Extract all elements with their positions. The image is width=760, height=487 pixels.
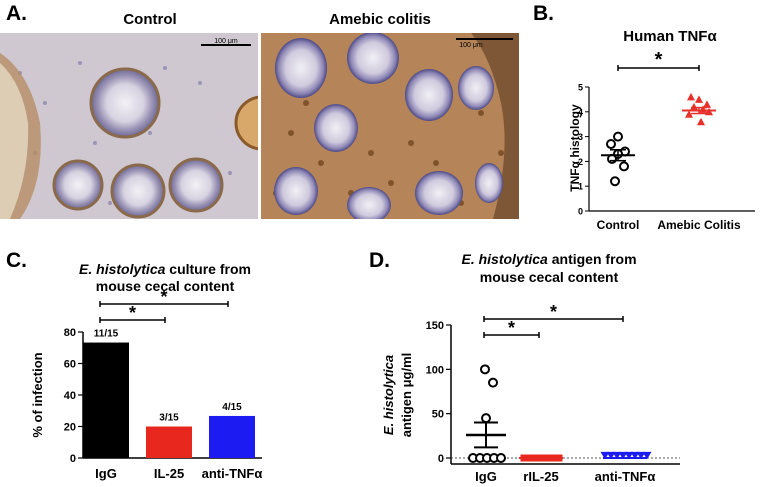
chart-b-ytick-label: 1 [578,182,583,192]
colitis-scalebar-label: 100 μm [459,42,483,49]
chart-d-ylabel-line2: antigen μg/ml [399,353,414,438]
chart-d-significance-star: * [550,302,557,322]
chart-d-xtick-label: anti-TNFα [595,469,656,484]
chart-b-xtick-label: Amebic Colitis [657,218,741,232]
chart-d-ytick-label: 150 [426,320,444,332]
chart-d-point [488,377,498,388]
chart-b-point [703,100,711,108]
chart-c-significance-star: * [160,287,167,307]
chart-b-point [606,139,616,150]
chart-d-point [606,451,616,460]
chart-d-point [630,451,640,460]
chart-c-bar-label: 4/15 [222,402,242,413]
chart-d-xtick-label: IgG [475,469,497,484]
panel-b-letter: B. [533,2,554,25]
chart-c-xtick-label: IL-25 [154,466,184,481]
chart-d-point [624,451,634,460]
chart-d-title-rest: antigen from [548,251,637,267]
chart-d-title-italic: E. histolytica [461,251,548,267]
chart-b-point [697,117,705,126]
chart-d-ytick-label: 50 [432,409,444,421]
chart-d-title-line1: E. histolytica antigen from [461,251,636,267]
chart-b-point [613,131,623,142]
control-histology-image: 100 μm [0,33,258,219]
chart-c-xtick-label: IgG [95,466,117,481]
chart-d-point [636,451,646,460]
control-image-title: Control [123,11,177,28]
chart-d-ytick-label: 100 [426,364,444,376]
chart-d-point [612,451,622,460]
chart-b-point [687,92,695,101]
chart-c-title-line2: mouse cecal content [96,278,235,294]
chart-c-ylabel: % of infection [30,352,45,437]
chart-c-bar [209,415,255,458]
chart-d-ylabel-line1: E. histolytica [381,355,396,435]
chart-c-bar [83,342,129,458]
chart-c-ytick-label: 80 [64,327,76,339]
chart-b-point [619,161,629,172]
chart-b-ytick-label: 3 [578,132,583,142]
chart-d-significance-star: * [508,318,515,338]
colitis-image-title: Amebic colitis [329,11,431,28]
chart-d-xtick-label: rIL-25 [523,469,558,484]
panel-c-letter: C. [6,249,27,272]
chart-c-title-italic: E. histolytica [79,261,166,277]
chart-d-point [480,364,490,375]
chart-b-point [610,176,620,187]
chart-c-title-rest: culture from [165,261,251,277]
chart-b-point [685,110,693,118]
chart-c-bar-label: 3/15 [159,413,179,424]
panel-d-letter: D. [369,249,390,272]
chart-b-xtick-label: Control [597,218,640,232]
chart-c-significance-star: * [129,303,136,323]
control-scalebar-label: 100 μm [214,38,238,45]
chart-c-ytick-label: 40 [64,390,76,402]
chart-b-point [690,102,698,111]
chart-c-xtick-label: anti-TNFα [202,466,263,481]
chart-d-point [496,453,506,463]
chart-c-bar-label: 11/15 [94,329,119,340]
chart-c-ytick-label: 20 [64,422,76,434]
chart-d-point [618,451,628,460]
chart-c-title-line1: E. histolytica culture from [79,261,251,277]
chart-b-ylabel: TNFα histology [568,104,582,192]
chart-d-ytick-label: 0 [438,453,444,465]
chart-b-ytick-label: 4 [578,107,583,117]
chart-d-point [642,451,652,460]
chart-d-title-line2: mouse cecal content [480,269,619,285]
chart-b-title: Human TNFα [623,28,717,45]
colitis-histology-image: 100 μm [261,33,519,219]
chart-c-ytick-label: 0 [70,453,76,465]
chart-d-point [481,413,491,424]
chart-b-ytick-label: 2 [578,157,583,167]
chart-d-point [600,451,610,460]
chart-b-significance-star: * [655,49,663,71]
chart-b-ytick-label: 0 [578,207,583,217]
panel-a-letter: A. [6,2,27,25]
chart-b-point [695,95,703,103]
chart-b-ytick-label: 5 [578,83,583,93]
chart-c-bar [146,426,192,458]
chart-c-ytick-label: 60 [64,359,76,371]
